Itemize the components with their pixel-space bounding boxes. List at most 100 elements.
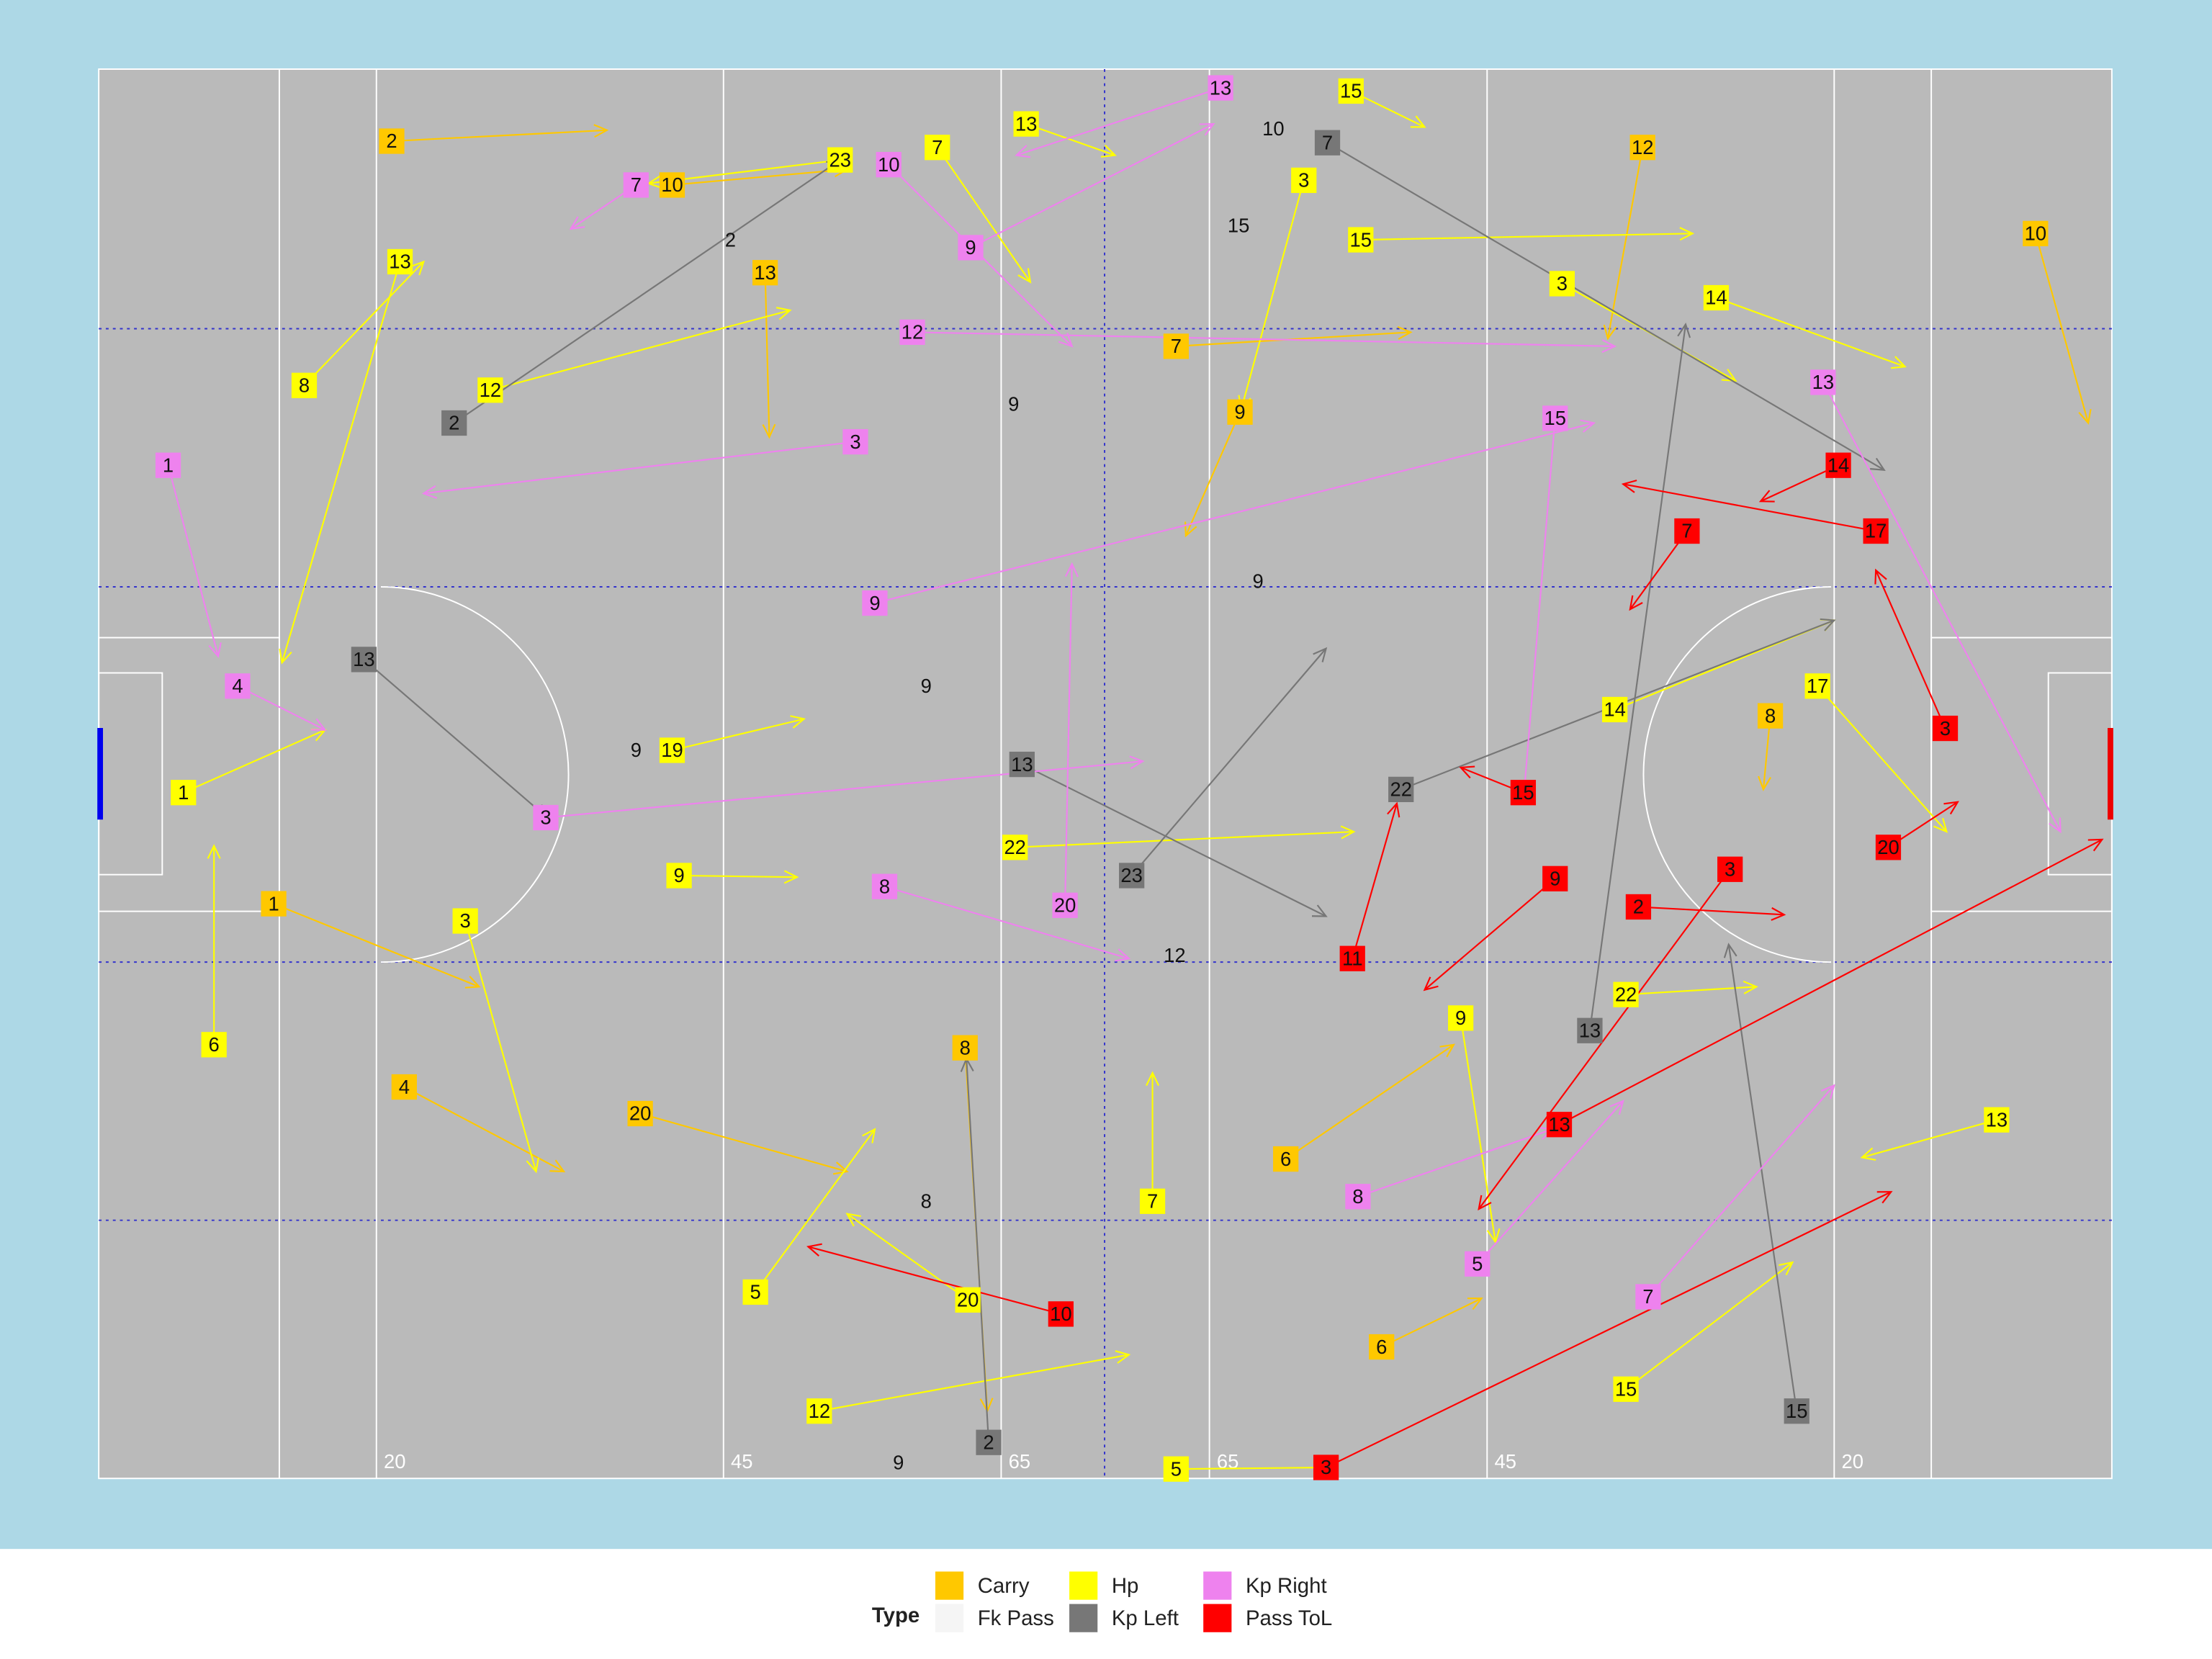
arrow-head bbox=[549, 1159, 566, 1173]
player-label: 2 bbox=[386, 130, 397, 152]
arrow bbox=[1588, 323, 1691, 1031]
player-label: 10 bbox=[2025, 222, 2046, 245]
player-label: 13 bbox=[1579, 1019, 1601, 1041]
player-label: 19 bbox=[661, 739, 683, 761]
arrow-head bbox=[593, 124, 609, 138]
player-label: 13 bbox=[1015, 112, 1037, 135]
arrow-shaft bbox=[1130, 647, 1327, 876]
label-box bbox=[1163, 1456, 1189, 1482]
arrow bbox=[545, 755, 1145, 819]
arrow-head bbox=[1467, 1298, 1483, 1310]
arrow-head bbox=[1723, 943, 1737, 958]
arrow bbox=[1025, 123, 1117, 158]
pitch-markings: 20 45 65 65 45 20 bbox=[375, 69, 1863, 1479]
arrow bbox=[936, 147, 1032, 284]
arrow bbox=[1130, 647, 1328, 876]
player-label: 2 bbox=[1633, 896, 1644, 918]
arrow bbox=[273, 903, 481, 989]
player-label: 13 bbox=[1548, 1113, 1570, 1136]
arrow-shaft bbox=[1629, 530, 1688, 610]
player-label: 7 bbox=[1171, 335, 1182, 357]
arrow-shaft bbox=[1760, 464, 1839, 503]
player-label: 13 bbox=[353, 648, 374, 670]
arrow-head bbox=[862, 1128, 876, 1143]
arrow-head bbox=[832, 1161, 849, 1175]
x-tick-label: 20 bbox=[384, 1450, 405, 1473]
arrow bbox=[762, 272, 776, 439]
player-label: 17 bbox=[1807, 675, 1828, 697]
arrow-shaft bbox=[1727, 944, 1798, 1411]
legend-label: Fk Pass bbox=[978, 1606, 1054, 1630]
arrow-head bbox=[1313, 647, 1328, 662]
arrow bbox=[1015, 825, 1356, 848]
arrow-head bbox=[1874, 568, 1887, 585]
arrow-head bbox=[1459, 765, 1475, 779]
player-label: 7 bbox=[1681, 520, 1692, 542]
arc bbox=[380, 586, 570, 963]
arrow-shaft bbox=[1381, 1298, 1483, 1348]
player-label: 10 bbox=[1050, 1303, 1071, 1325]
arrow-head bbox=[421, 485, 438, 499]
label-box bbox=[379, 128, 405, 154]
arrow-shaft bbox=[490, 309, 791, 391]
player-label: 9 bbox=[631, 739, 642, 761]
arrow-shaft bbox=[639, 1112, 848, 1173]
label-box bbox=[1674, 518, 1700, 544]
player-label: 22 bbox=[1004, 836, 1025, 858]
x-tick-label: 45 bbox=[731, 1450, 752, 1473]
legend-label: Carry bbox=[978, 1574, 1030, 1598]
legend-swatch bbox=[935, 1571, 964, 1600]
arrow bbox=[1638, 906, 1786, 921]
arrows bbox=[167, 87, 2104, 1475]
label-box bbox=[1546, 1112, 1573, 1138]
player-label: 15 bbox=[1786, 1400, 1807, 1422]
player-label: 3 bbox=[1940, 717, 1951, 739]
arrow-head bbox=[310, 718, 327, 731]
arrow-shaft bbox=[1240, 180, 1305, 410]
player-label: 12 bbox=[902, 321, 923, 343]
arrow-head bbox=[1387, 801, 1401, 818]
arrow-shaft bbox=[1522, 418, 1556, 804]
arrow-head bbox=[279, 648, 292, 665]
player-label: 15 bbox=[1340, 80, 1362, 102]
label-box bbox=[201, 1032, 227, 1058]
player-label: 5 bbox=[750, 1281, 761, 1303]
arrow bbox=[1625, 1261, 1794, 1390]
arrow bbox=[1352, 801, 1401, 959]
arrow-shaft bbox=[1476, 1100, 1624, 1265]
arrow bbox=[1015, 87, 1221, 158]
arrow bbox=[2034, 233, 2092, 425]
arrow-shaft bbox=[1021, 763, 1327, 917]
arrow bbox=[1860, 1119, 1997, 1161]
label-box bbox=[155, 452, 181, 478]
label-box bbox=[1163, 333, 1189, 359]
arrow-shaft bbox=[237, 685, 325, 731]
arrow bbox=[884, 886, 1131, 962]
label-box bbox=[627, 1100, 653, 1127]
arrow-shaft bbox=[167, 464, 220, 657]
label-box bbox=[1345, 1184, 1371, 1210]
player-label: 12 bbox=[1632, 136, 1653, 158]
player-label: 6 bbox=[209, 1033, 220, 1056]
arrow-head bbox=[569, 216, 585, 230]
player-label: 15 bbox=[1544, 407, 1565, 429]
arrow-head bbox=[1779, 1261, 1794, 1276]
label-box bbox=[225, 673, 251, 699]
arrow-head bbox=[1129, 755, 1145, 770]
arrow-head bbox=[1943, 801, 1959, 815]
arc bbox=[1642, 586, 1832, 963]
label-box bbox=[1717, 856, 1743, 882]
label-box bbox=[351, 647, 377, 673]
player-label: 1 bbox=[268, 892, 279, 914]
arrow bbox=[679, 870, 799, 884]
label-box bbox=[1291, 167, 1317, 194]
arrow-head bbox=[1933, 817, 1948, 833]
labels: 2101214208687913106299151099128915132373… bbox=[155, 75, 2049, 1482]
arrow bbox=[1603, 147, 1644, 341]
label-box bbox=[1875, 835, 1902, 860]
arrow-shaft bbox=[679, 874, 797, 878]
player-label: 8 bbox=[960, 1036, 971, 1058]
label-box bbox=[291, 372, 318, 398]
player-label: 15 bbox=[1615, 1377, 1637, 1400]
arrow bbox=[490, 307, 792, 391]
